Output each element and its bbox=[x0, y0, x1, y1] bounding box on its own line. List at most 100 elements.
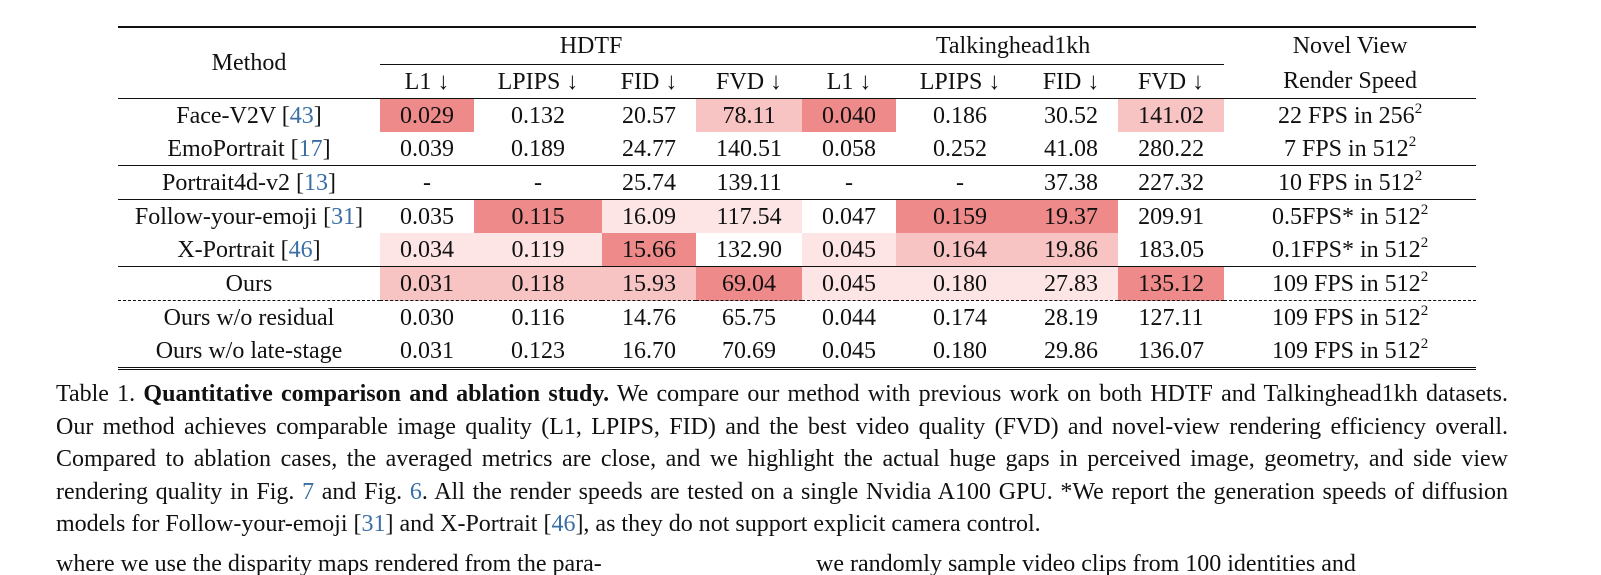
value-cell: 0.252 bbox=[933, 135, 988, 162]
speed-cell: 0.1FPS* in 5122 bbox=[1271, 234, 1429, 263]
value-cell: 0.132 bbox=[511, 102, 565, 129]
header-speed-line2: Render Speed bbox=[1283, 68, 1418, 95]
value-cell: 69.04 bbox=[696, 266, 803, 301]
table-row: Ours w/o residual 0.030 0.116 14.76 65.7… bbox=[118, 300, 1477, 335]
value-cell: 0.189 bbox=[511, 135, 565, 162]
value-cell: 0.115 bbox=[474, 199, 602, 233]
value-cell: 127.11 bbox=[1138, 304, 1204, 331]
table-row: Portrait4d-v2 [13] - - 25.74 139.11 - - … bbox=[118, 165, 1477, 200]
value-cell: 65.75 bbox=[722, 304, 777, 331]
value-cell: - bbox=[423, 169, 431, 196]
speed-cell: 109 FPS in 5122 bbox=[1271, 302, 1429, 331]
figure-link[interactable]: 6 bbox=[409, 478, 422, 505]
citation-link[interactable]: 31 bbox=[361, 511, 386, 537]
value-cell: 0.159 bbox=[896, 199, 1025, 233]
value-cell: 0.045 bbox=[822, 337, 877, 364]
value-cell: 0.035 bbox=[400, 203, 454, 230]
value-cell: 16.09 bbox=[602, 199, 696, 233]
header-method: Method bbox=[118, 26, 380, 99]
table-row: EmoPortrait [17] 0.039 0.189 24.77 140.5… bbox=[118, 132, 1476, 166]
value-cell: 25.74 bbox=[622, 169, 676, 196]
speed-cell: 22 FPS in 2562 bbox=[1277, 100, 1423, 129]
method-cell: Portrait4d-v2 [13] bbox=[162, 169, 336, 196]
value-cell: 27.83 bbox=[1024, 266, 1119, 301]
value-cell: 0.029 bbox=[380, 98, 474, 132]
value-cell: 0.047 bbox=[822, 203, 877, 230]
value-cell: 0.186 bbox=[933, 102, 988, 129]
header-metric: L1 ↓ bbox=[380, 64, 474, 99]
value-cell: 209.91 bbox=[1138, 203, 1205, 230]
caption-label: Table 1. bbox=[56, 381, 136, 407]
value-cell: 0.123 bbox=[511, 337, 565, 364]
value-cell: 0.164 bbox=[896, 233, 1025, 267]
value-cell: 0.031 bbox=[400, 337, 454, 364]
header-metric: FID ↓ bbox=[602, 64, 696, 99]
value-cell: 0.040 bbox=[802, 98, 897, 132]
results-table: Method HDTF Talkinghead1kh Novel View L1… bbox=[118, 26, 1477, 370]
method-cell: X-Portrait [46] bbox=[177, 236, 321, 263]
header-talkinghead: Talkinghead1kh bbox=[802, 26, 1225, 65]
value-cell: - bbox=[956, 169, 965, 196]
value-cell: 0.180 bbox=[896, 266, 1025, 301]
value-cell: 70.69 bbox=[722, 337, 777, 364]
value-cell: 24.77 bbox=[622, 135, 676, 162]
value-cell: 0.058 bbox=[822, 135, 877, 162]
header-metric: LPIPS ↓ bbox=[474, 64, 602, 99]
method-cell: Ours w/o residual bbox=[163, 304, 335, 331]
value-cell: - bbox=[534, 169, 542, 196]
value-cell: 140.51 bbox=[716, 135, 783, 162]
figure-link[interactable]: 7 bbox=[302, 478, 315, 505]
right-column-text: we randomly sample video clips from 100 … bbox=[816, 551, 1356, 575]
value-cell: 136.07 bbox=[1138, 337, 1205, 364]
value-cell: 135.12 bbox=[1118, 266, 1225, 301]
value-cell: 0.180 bbox=[933, 337, 988, 364]
value-cell: 78.11 bbox=[696, 98, 803, 132]
value-cell: 139.11 bbox=[716, 169, 782, 196]
value-cell: 19.37 bbox=[1024, 199, 1119, 233]
value-cell: 0.039 bbox=[400, 135, 454, 162]
table-row: X-Portrait [46] 0.034 0.119 15.66 132.90… bbox=[118, 233, 1476, 267]
value-cell: 20.57 bbox=[622, 102, 676, 129]
value-cell: 14.76 bbox=[622, 304, 676, 331]
value-cell: 0.030 bbox=[400, 304, 454, 331]
value-cell: 19.86 bbox=[1024, 233, 1119, 267]
value-cell: 0.174 bbox=[933, 304, 988, 331]
speed-cell: 109 FPS in 5122 bbox=[1271, 268, 1429, 297]
method-cell: Follow-your-emoji [31] bbox=[134, 203, 364, 230]
value-cell: 15.93 bbox=[602, 266, 696, 301]
value-cell: 0.045 bbox=[802, 266, 897, 301]
value-cell: 132.90 bbox=[716, 236, 783, 263]
value-cell: 0.116 bbox=[511, 304, 565, 331]
table-row: Ours 0.031 0.118 15.93 69.04 0.045 0.180… bbox=[118, 266, 1477, 301]
header-metric: FVD ↓ bbox=[1118, 64, 1225, 99]
value-cell: 280.22 bbox=[1138, 135, 1205, 162]
body-text-cutoff: where we use the disparity maps rendered… bbox=[56, 548, 1508, 575]
value-cell: 0.034 bbox=[380, 233, 474, 267]
method-cell: Ours w/o late-stage bbox=[155, 337, 343, 364]
value-cell: 0.044 bbox=[822, 304, 877, 331]
table-caption: Table 1. Quantitative comparison and abl… bbox=[56, 381, 1509, 537]
value-cell: 0.118 bbox=[474, 266, 602, 301]
caption-title: Quantitative comparison and ablation stu… bbox=[143, 381, 610, 407]
table-row: Ours w/o late-stage 0.031 0.123 16.70 70… bbox=[118, 334, 1477, 369]
table-row: Face-V2V [43] 0.029 0.132 20.57 78.11 0.… bbox=[118, 98, 1477, 132]
value-cell: 141.02 bbox=[1118, 98, 1225, 132]
header-speed-line1: Novel View bbox=[1224, 26, 1477, 65]
table-row: Follow-your-emoji [31] 0.035 0.115 16.09… bbox=[118, 199, 1477, 233]
citation-link[interactable]: 46 bbox=[551, 511, 576, 537]
value-cell: 37.38 bbox=[1044, 169, 1099, 196]
value-cell: - bbox=[845, 169, 854, 196]
value-cell: 28.19 bbox=[1044, 304, 1099, 331]
speed-cell: 7 FPS in 5122 bbox=[1283, 133, 1417, 162]
value-cell: 16.70 bbox=[622, 337, 676, 364]
value-cell: 117.54 bbox=[696, 199, 803, 233]
value-cell: 227.32 bbox=[1138, 169, 1205, 196]
header-metric: FVD ↓ bbox=[696, 64, 803, 99]
value-cell: 0.031 bbox=[380, 266, 474, 301]
method-cell: EmoPortrait [17] bbox=[167, 135, 331, 162]
method-cell: Face-V2V [43] bbox=[176, 102, 322, 129]
header-metric: L1 ↓ bbox=[802, 64, 897, 99]
method-cell: Ours bbox=[225, 270, 273, 297]
speed-cell: 10 FPS in 5122 bbox=[1277, 167, 1423, 196]
